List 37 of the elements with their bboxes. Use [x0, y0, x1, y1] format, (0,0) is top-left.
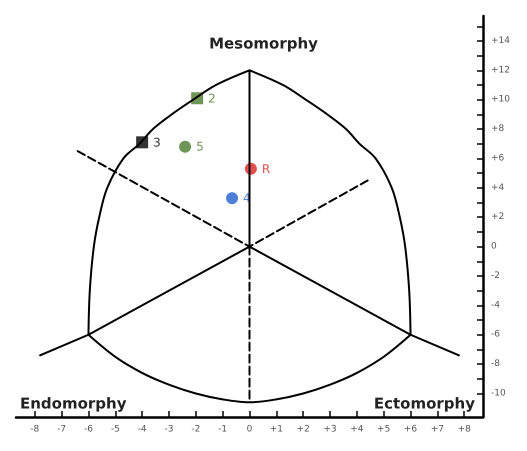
y-tick-label: +14 — [491, 36, 510, 46]
x-tick-label: -8 — [30, 424, 40, 434]
x-tick-label: +7 — [430, 424, 444, 434]
x-tick-label: -1 — [218, 424, 228, 434]
x-tick-label: -3 — [164, 424, 174, 434]
series-label: R — [262, 162, 270, 176]
annotation: Endomorphy — [20, 394, 127, 412]
x-tick-label: +3 — [323, 424, 337, 434]
x-tick-label: +5 — [377, 424, 390, 434]
x-tick-label: -4 — [138, 424, 147, 434]
series-label: 3 — [153, 135, 161, 150]
y-tick-label: -10 — [491, 388, 506, 398]
x-tick-label: +4 — [350, 424, 364, 434]
y-tick-label: -8 — [491, 359, 500, 370]
y-tick-label: +10 — [491, 94, 510, 105]
y-tick-label: +2 — [491, 212, 504, 222]
y-tick-label: +4 — [491, 182, 505, 193]
y-tick-label: +8 — [491, 124, 505, 134]
y-tick-label: -2 — [491, 270, 500, 281]
y-tick-label: +12 — [491, 65, 510, 76]
x-tick-label: -5 — [110, 424, 120, 434]
x-tick-label: +6 — [404, 424, 418, 434]
series-label: 5 — [196, 140, 204, 154]
series-label: 2 — [208, 91, 216, 106]
x-tick-label: -6 — [84, 424, 94, 434]
annotation: Mesomorphy — [209, 34, 318, 52]
x-tick-label: +1 — [270, 424, 283, 434]
y-tick-label: -4 — [491, 300, 500, 310]
x-tick-label: +2 — [296, 424, 310, 434]
y-tick-label: +6 — [491, 153, 505, 164]
y-tick-label: -6 — [491, 330, 500, 340]
annotation: Ectomorphy — [374, 394, 476, 412]
x-tick-label: -2 — [191, 424, 200, 434]
x-tick-label: +8 — [458, 424, 472, 434]
x-tick-label: 0 — [246, 424, 253, 434]
x-tick-label: -7 — [57, 424, 66, 434]
y-tick-label: 0 — [491, 242, 497, 252]
